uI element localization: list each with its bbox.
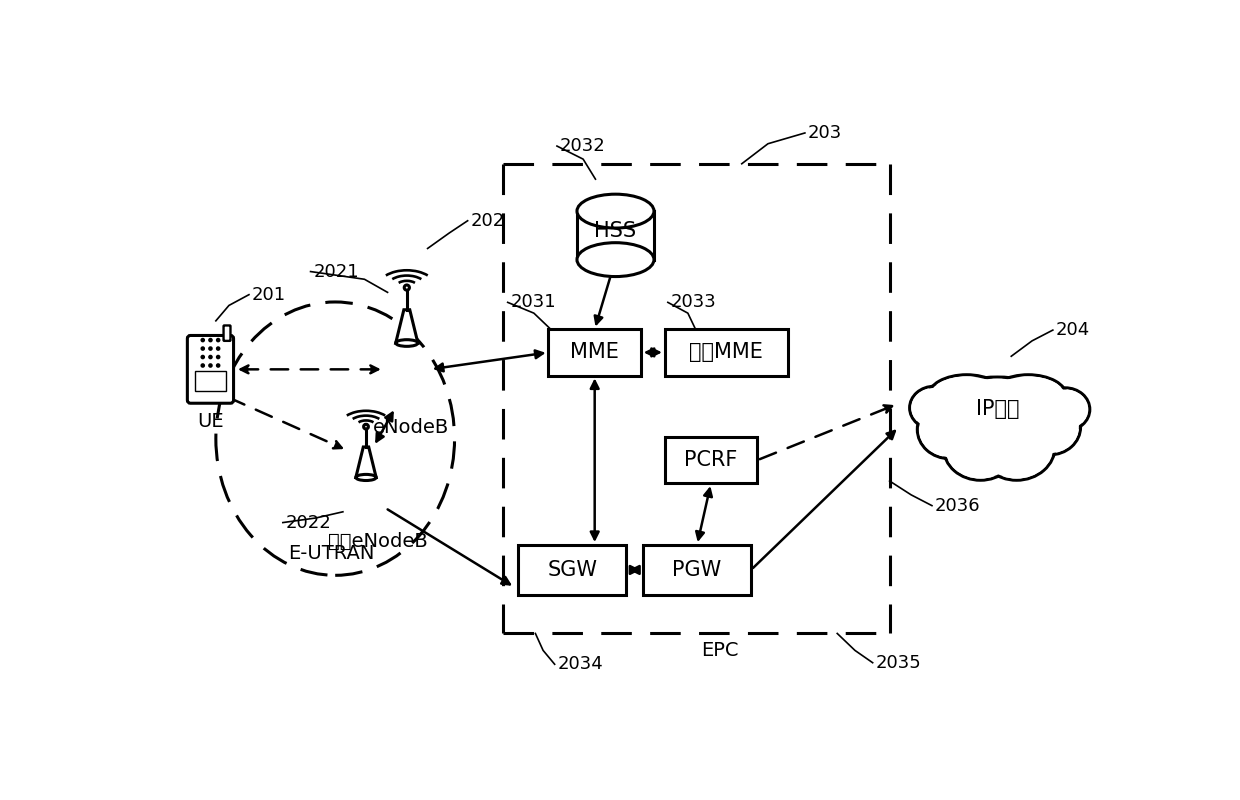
Ellipse shape (978, 413, 1055, 480)
FancyBboxPatch shape (187, 335, 233, 403)
Text: 204: 204 (1056, 321, 1090, 339)
Ellipse shape (930, 377, 1065, 442)
Circle shape (208, 363, 213, 368)
Text: IP业务: IP业务 (976, 399, 1019, 419)
Text: 2032: 2032 (560, 137, 606, 155)
Text: 2033: 2033 (671, 294, 717, 311)
Ellipse shape (928, 374, 1006, 418)
Ellipse shape (577, 242, 653, 277)
Ellipse shape (990, 374, 1066, 418)
Text: UE: UE (197, 412, 223, 431)
FancyBboxPatch shape (223, 326, 231, 341)
Ellipse shape (396, 340, 418, 346)
Text: 202: 202 (471, 212, 505, 230)
Ellipse shape (992, 377, 1065, 416)
Text: eNodeB: eNodeB (372, 418, 449, 437)
Ellipse shape (1019, 399, 1080, 455)
Circle shape (208, 354, 213, 359)
Text: EPC: EPC (701, 641, 738, 660)
Text: 其它MME: 其它MME (689, 342, 764, 362)
FancyBboxPatch shape (665, 437, 758, 483)
Ellipse shape (577, 194, 653, 228)
Circle shape (201, 346, 205, 351)
Text: PCRF: PCRF (684, 450, 738, 470)
Circle shape (201, 338, 205, 342)
Circle shape (208, 346, 213, 351)
FancyBboxPatch shape (195, 371, 226, 391)
Text: 201: 201 (252, 286, 286, 304)
Text: 2035: 2035 (875, 654, 921, 672)
Circle shape (216, 338, 221, 342)
Ellipse shape (1040, 388, 1090, 431)
FancyBboxPatch shape (644, 545, 751, 595)
Ellipse shape (1021, 401, 1079, 453)
Text: 2036: 2036 (935, 497, 981, 514)
Circle shape (208, 338, 213, 342)
Circle shape (216, 346, 221, 351)
Text: 其它eNodeB: 其它eNodeB (327, 531, 428, 550)
Ellipse shape (1042, 390, 1089, 430)
Circle shape (404, 285, 409, 290)
Text: E-UTRAN: E-UTRAN (288, 544, 374, 563)
Polygon shape (356, 447, 376, 478)
Ellipse shape (910, 386, 959, 430)
Ellipse shape (911, 388, 957, 428)
Text: 2034: 2034 (558, 655, 604, 674)
Ellipse shape (930, 377, 1003, 416)
Text: 2031: 2031 (511, 294, 557, 311)
Ellipse shape (918, 400, 982, 458)
FancyBboxPatch shape (548, 330, 641, 375)
Ellipse shape (945, 418, 1016, 478)
FancyBboxPatch shape (518, 545, 626, 595)
Text: MME: MME (570, 342, 619, 362)
FancyBboxPatch shape (665, 330, 787, 375)
Circle shape (216, 354, 221, 359)
Circle shape (201, 363, 205, 368)
FancyBboxPatch shape (577, 211, 653, 260)
Ellipse shape (980, 414, 1054, 478)
Ellipse shape (356, 474, 376, 481)
Circle shape (201, 354, 205, 359)
Text: 2021: 2021 (314, 262, 360, 281)
Text: 2022: 2022 (286, 514, 331, 531)
Circle shape (216, 363, 221, 368)
Text: 203: 203 (808, 124, 842, 142)
Text: PGW: PGW (672, 560, 722, 580)
Ellipse shape (944, 415, 1017, 480)
Text: HSS: HSS (594, 221, 636, 241)
Polygon shape (396, 310, 418, 343)
Circle shape (363, 424, 368, 429)
Ellipse shape (919, 402, 981, 457)
Ellipse shape (931, 378, 1064, 440)
Text: SGW: SGW (547, 560, 598, 580)
